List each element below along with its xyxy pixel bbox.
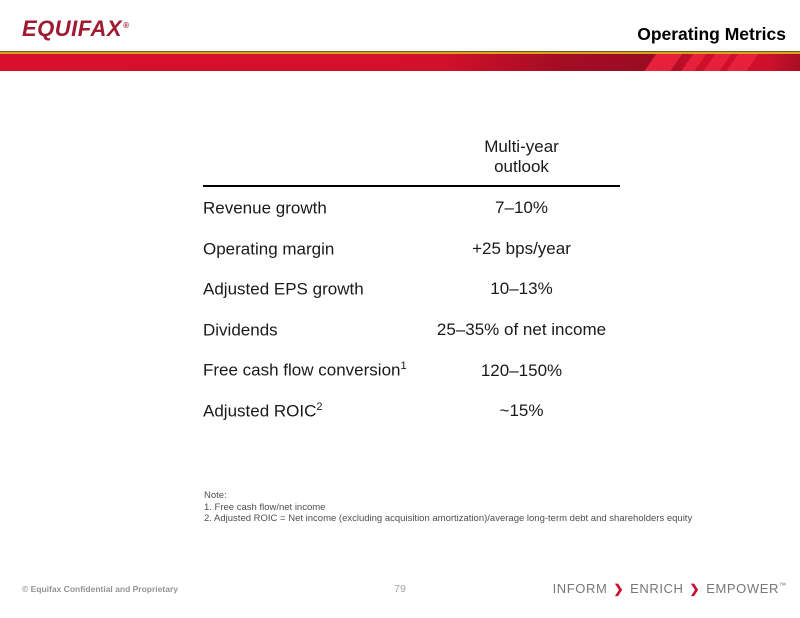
table-row: Free cash flow conversion1 120–150% — [203, 350, 620, 391]
notes-block: Note: 1. Free cash flow/net income 2. Ad… — [204, 490, 692, 525]
page-number: 79 — [394, 583, 406, 595]
note-item: 2. Adjusted ROIC = Net income (excluding… — [204, 513, 693, 525]
equifax-logo-text: EQUIFAX — [22, 16, 123, 41]
tagline-word: ENRICH — [630, 581, 684, 596]
red-banner — [0, 54, 800, 71]
table-row: Revenue growth 7–10% — [203, 188, 620, 229]
note-item: 1. Free cash flow/net income — [204, 501, 326, 513]
row-value: ~15% — [499, 401, 544, 421]
registered-trademark-icon: ® — [123, 20, 130, 30]
table-row: Dividends 25–35% of net income — [203, 310, 620, 351]
row-label: Adjusted ROIC2 — [203, 400, 323, 421]
row-value: 7–10% — [495, 198, 548, 218]
table-row: Adjusted EPS growth 10–13% — [203, 269, 620, 310]
table-row: Operating margin +25 bps/year — [203, 229, 620, 270]
header-rule — [203, 185, 620, 187]
note-heading: Note: — [204, 490, 227, 501]
equifax-logo: EQUIFAX® — [22, 16, 129, 42]
banner-stripe — [724, 54, 760, 71]
row-label: Dividends — [203, 320, 278, 340]
metrics-table: Multi-year outlook Revenue growth 7–10% … — [203, 137, 620, 432]
page-title: Operating Metrics — [637, 24, 786, 44]
row-value: 10–13% — [490, 279, 553, 299]
table-rows: Revenue growth 7–10% Operating margin +2… — [203, 188, 620, 432]
column-header: Multi-year outlook — [423, 137, 620, 177]
row-label: Adjusted EPS growth — [203, 279, 364, 299]
chevron-separator-icon: ❯ — [689, 582, 701, 596]
tagline-word: INFORM — [552, 581, 608, 596]
tagline-word: EMPOWER — [706, 581, 779, 596]
gold-accent-rule — [0, 51, 800, 54]
footnote-marker: 1 — [400, 360, 407, 373]
row-label: Operating margin — [203, 239, 335, 259]
row-value: +25 bps/year — [472, 238, 571, 258]
row-value: 25–35% of net income — [436, 320, 607, 340]
banner-stripe — [679, 54, 708, 71]
column-header-line1: Multi-year — [484, 137, 559, 156]
trademark-icon: ™ — [779, 582, 786, 590]
banner-stripe — [642, 54, 684, 71]
copyright-text: © Equifax Confidential and Proprietary — [22, 584, 178, 594]
table-row: Adjusted ROIC2 ~15% — [203, 391, 620, 432]
row-label: Free cash flow conversion1 — [203, 360, 407, 380]
tagline: INFORM ❯ ENRICH ❯ EMPOWER™ — [553, 581, 786, 596]
chevron-separator-icon: ❯ — [613, 582, 625, 596]
footnote-marker: 2 — [316, 400, 323, 413]
row-label: Revenue growth — [203, 198, 327, 218]
row-value: 120–150% — [480, 360, 563, 380]
column-header-line2: outlook — [494, 157, 549, 176]
